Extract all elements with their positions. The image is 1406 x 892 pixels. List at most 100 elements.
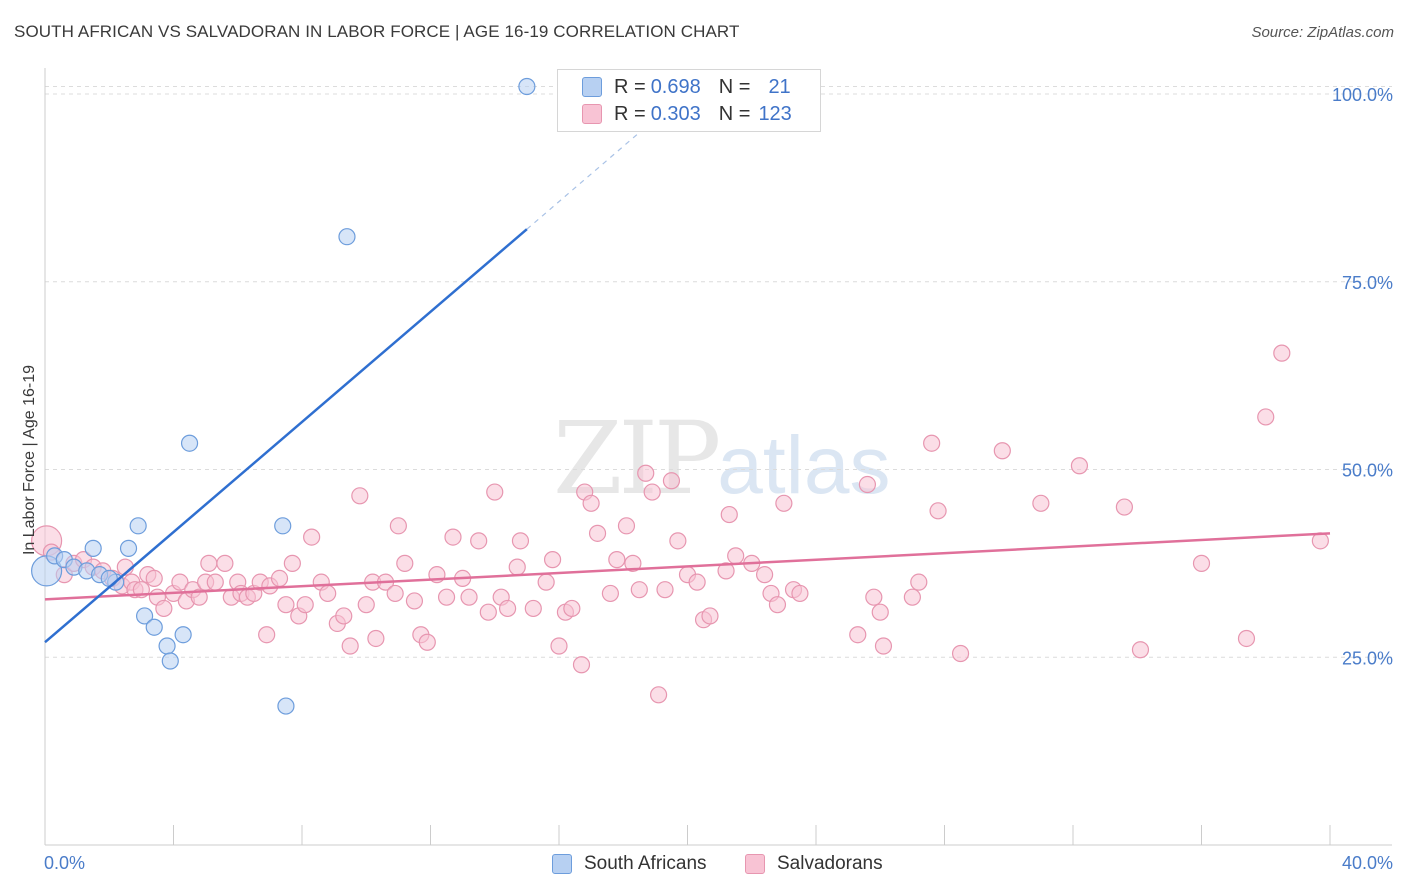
trend-lines bbox=[44, 118, 1331, 644]
point-salvadoran bbox=[563, 599, 581, 618]
point-salvadoran bbox=[1237, 629, 1256, 648]
point-salvadoran bbox=[486, 483, 504, 501]
y-tick-label: 50.0% bbox=[1342, 461, 1393, 481]
y-tick-label: 75.0% bbox=[1342, 273, 1393, 293]
point-salvadoran bbox=[1032, 494, 1050, 512]
point-salvadoran bbox=[303, 528, 321, 546]
point-salvadoran bbox=[1115, 498, 1134, 516]
x-tick-label-max: 40.0% bbox=[1342, 853, 1393, 873]
point-salvadoran bbox=[367, 629, 385, 648]
trend-line-salvadorans bbox=[44, 532, 1331, 601]
axes bbox=[44, 68, 1392, 846]
point-salvadoran bbox=[206, 573, 224, 591]
point-salvadoran bbox=[608, 551, 626, 569]
legend-swatch-salvadorans bbox=[582, 104, 602, 124]
point-salvadoran bbox=[277, 596, 295, 614]
point-salvadoran bbox=[768, 596, 787, 614]
point-salvadoran bbox=[296, 596, 314, 614]
point-salvadoran bbox=[1131, 641, 1150, 659]
point-salvadoran bbox=[637, 464, 655, 482]
point-salvadoran bbox=[775, 494, 793, 512]
point-south-african bbox=[174, 626, 192, 644]
point-salvadoran bbox=[145, 569, 163, 588]
point-salvadoran bbox=[717, 562, 735, 580]
point-salvadoran bbox=[993, 442, 1011, 460]
legend-n-value: 21 bbox=[768, 75, 791, 98]
point-salvadoran bbox=[351, 487, 369, 505]
point-salvadoran bbox=[155, 599, 173, 618]
point-salvadoran bbox=[437, 588, 456, 606]
point-salvadoran bbox=[858, 475, 877, 494]
bottom-legend-south-africans[interactable]: South Africans bbox=[552, 851, 707, 877]
bottom-legend-label: South Africans bbox=[584, 853, 707, 874]
point-salvadoran bbox=[720, 505, 738, 524]
point-south-african bbox=[135, 607, 154, 625]
point-salvadoran bbox=[923, 434, 941, 452]
point-salvadoran bbox=[1070, 457, 1089, 475]
point-salvadoran bbox=[601, 584, 620, 603]
point-salvadoran bbox=[357, 596, 375, 614]
point-south-african bbox=[338, 228, 356, 246]
y-tick-label: 25.0% bbox=[1342, 648, 1393, 668]
point-salvadoran bbox=[283, 554, 301, 572]
bottom-legend-swatch-salvadorans bbox=[745, 854, 765, 874]
point-salvadoran bbox=[200, 554, 218, 572]
legend-n-label: N = bbox=[718, 102, 751, 125]
bottom-legend-salvadorans[interactable]: Salvadorans bbox=[745, 851, 883, 877]
point-salvadoran bbox=[470, 532, 488, 550]
point-salvadoran bbox=[871, 603, 889, 621]
point-south-african bbox=[84, 539, 102, 557]
point-salvadoran bbox=[1273, 344, 1291, 362]
legend-row-salvadorans: R = 0.303 N = 123 bbox=[582, 102, 792, 126]
point-south-african bbox=[119, 539, 138, 557]
point-salvadoran bbox=[258, 626, 276, 644]
point-salvadoran bbox=[341, 637, 359, 655]
point-south-african bbox=[161, 652, 179, 670]
point-salvadoran bbox=[727, 547, 745, 565]
point-salvadoran bbox=[479, 603, 497, 621]
point-salvadoran bbox=[550, 637, 568, 655]
point-salvadoran bbox=[849, 626, 867, 644]
point-salvadoran bbox=[910, 573, 928, 591]
bottom-legend-swatch-south-africans bbox=[552, 854, 572, 874]
y-axis-label: In Labor Force | Age 16-19 bbox=[21, 365, 38, 555]
point-salvadoran bbox=[171, 573, 189, 591]
point-salvadoran bbox=[389, 517, 407, 535]
trend-line-south-africans-extension bbox=[526, 118, 656, 230]
point-salvadoran bbox=[701, 607, 719, 625]
legend: R = 0.698 N = 21 R = 0.303 N = 123 bbox=[557, 69, 821, 132]
point-salvadoran bbox=[511, 532, 530, 550]
point-south-african bbox=[277, 697, 295, 715]
point-salvadoran bbox=[543, 551, 562, 569]
point-salvadoran bbox=[444, 528, 462, 546]
point-salvadoran bbox=[617, 517, 636, 535]
point-salvadoran bbox=[903, 588, 921, 606]
point-salvadoran bbox=[418, 633, 436, 651]
legend-r-value: 0.698 bbox=[650, 75, 701, 98]
point-salvadoran bbox=[630, 581, 648, 599]
point-salvadoran bbox=[396, 554, 414, 572]
legend-r-value: 0.303 bbox=[650, 102, 701, 125]
tick-labels: 25.0% 50.0% 75.0% 100.0% 0.0% 40.0% bbox=[44, 85, 1393, 873]
point-salvadoran bbox=[460, 588, 478, 606]
point-salvadoran bbox=[524, 599, 542, 618]
source-label: Source: ZipAtlas.com bbox=[1251, 24, 1394, 41]
point-salvadoran bbox=[624, 554, 642, 572]
point-salvadoran bbox=[508, 558, 526, 576]
point-salvadoran bbox=[405, 592, 424, 610]
point-salvadoran bbox=[335, 607, 353, 625]
data-points bbox=[31, 77, 1329, 715]
point-south-african bbox=[274, 517, 292, 535]
chart-title: SOUTH AFRICAN VS SALVADORAN IN LABOR FOR… bbox=[14, 22, 740, 41]
point-salvadoran bbox=[649, 686, 668, 704]
point-salvadoran bbox=[588, 524, 607, 542]
bottom-legend-label: Salvadorans bbox=[777, 853, 883, 874]
legend-r-label: R = bbox=[614, 75, 646, 98]
point-salvadoran bbox=[270, 569, 289, 588]
point-salvadoran bbox=[874, 637, 893, 655]
point-salvadoran bbox=[791, 584, 809, 603]
point-salvadoran bbox=[951, 644, 970, 663]
point-salvadoran bbox=[1257, 408, 1275, 426]
trend-line-south-africans bbox=[44, 228, 528, 644]
point-salvadoran bbox=[537, 573, 555, 591]
